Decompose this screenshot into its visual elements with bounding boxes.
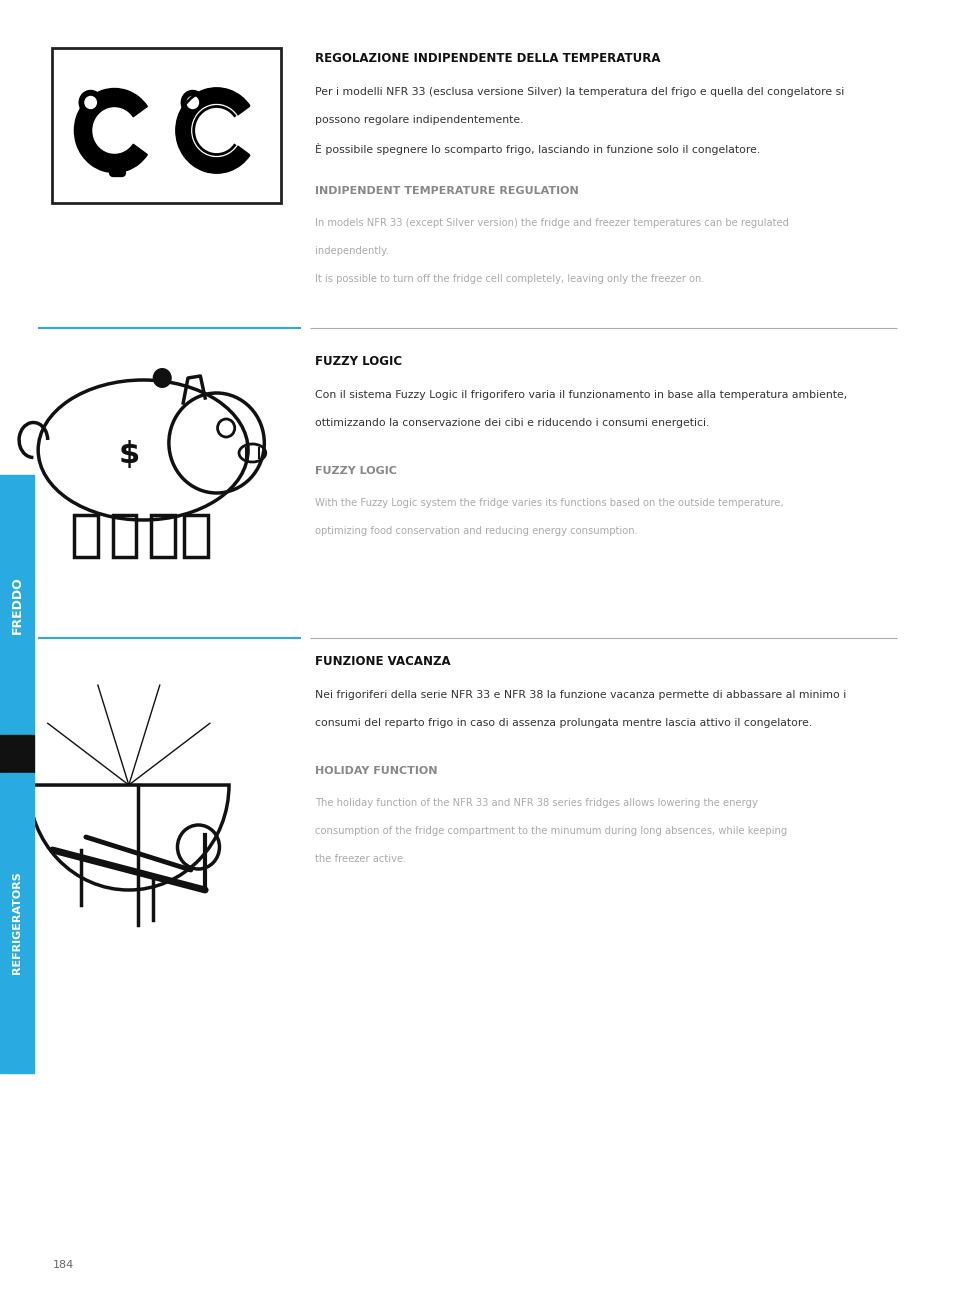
Text: With the Fuzzy Logic system the fridge varies its functions based on the outside: With the Fuzzy Logic system the fridge v… xyxy=(315,498,783,508)
Circle shape xyxy=(187,96,199,109)
Wedge shape xyxy=(192,105,240,157)
Text: REGOLAZIONE INDIPENDENTE DELLA TEMPERATURA: REGOLAZIONE INDIPENDENTE DELLA TEMPERATU… xyxy=(315,52,660,65)
Text: $: $ xyxy=(118,440,139,470)
Text: È possibile spegnere lo scomparto frigo, lasciando in funzione solo il congelato: È possibile spegnere lo scomparto frigo,… xyxy=(315,143,760,154)
Circle shape xyxy=(79,91,102,114)
Text: FUZZY LOGIC: FUZZY LOGIC xyxy=(315,354,402,369)
Text: In models NFR 33 (except Silver version) the fridge and freezer temperatures can: In models NFR 33 (except Silver version)… xyxy=(315,218,789,228)
Text: consumption of the fridge compartment to the minumum during long absences, while: consumption of the fridge compartment to… xyxy=(315,826,787,836)
Text: HOLIDAY FUNCTION: HOLIDAY FUNCTION xyxy=(315,766,438,776)
Bar xyxy=(0,735,35,774)
Text: FUNZIONE VACANZA: FUNZIONE VACANZA xyxy=(315,655,450,668)
Bar xyxy=(53,48,281,202)
Wedge shape xyxy=(75,88,147,173)
Circle shape xyxy=(181,91,204,114)
Text: ottimizzando la conservazione dei cibi e riducendo i consumi energetici.: ottimizzando la conservazione dei cibi e… xyxy=(315,418,709,428)
Text: REFRIGERATORS: REFRIGERATORS xyxy=(12,872,22,975)
Text: the freezer active.: the freezer active. xyxy=(315,854,406,864)
Text: possono regolare indipendentemente.: possono regolare indipendentemente. xyxy=(315,116,523,125)
Wedge shape xyxy=(177,88,250,173)
Circle shape xyxy=(84,96,96,109)
Bar xyxy=(0,774,35,1073)
Text: The holiday function of the NFR 33 and NFR 38 series fridges allows lowering the: The holiday function of the NFR 33 and N… xyxy=(315,798,757,807)
Text: 184: 184 xyxy=(53,1260,74,1269)
Text: Nei frigoriferi della serie NFR 33 e NFR 38 la funzione vacanza permette di abba: Nei frigoriferi della serie NFR 33 e NFR… xyxy=(315,691,846,700)
Text: consumi del reparto frigo in caso di assenza prolungata mentre lascia attivo il : consumi del reparto frigo in caso di ass… xyxy=(315,718,812,728)
Text: FUZZY LOGIC: FUZZY LOGIC xyxy=(315,466,396,476)
Ellipse shape xyxy=(153,369,172,388)
Text: independently.: independently. xyxy=(315,247,389,256)
Text: FREDDO: FREDDO xyxy=(11,576,24,633)
Text: optimizing food conservation and reducing energy consumption.: optimizing food conservation and reducin… xyxy=(315,526,637,536)
Bar xyxy=(0,475,35,735)
Text: INDIPENDENT TEMPERATURE REGULATION: INDIPENDENT TEMPERATURE REGULATION xyxy=(315,186,579,196)
Text: It is possible to turn off the fridge cell completely, leaving only the freezer : It is possible to turn off the fridge ce… xyxy=(315,274,705,284)
Text: Per i modelli NFR 33 (esclusa versione Silver) la temperatura del frigo e quella: Per i modelli NFR 33 (esclusa versione S… xyxy=(315,87,844,97)
Text: Con il sistema Fuzzy Logic il frigorifero varia il funzionamento in base alla te: Con il sistema Fuzzy Logic il frigorifer… xyxy=(315,389,847,400)
